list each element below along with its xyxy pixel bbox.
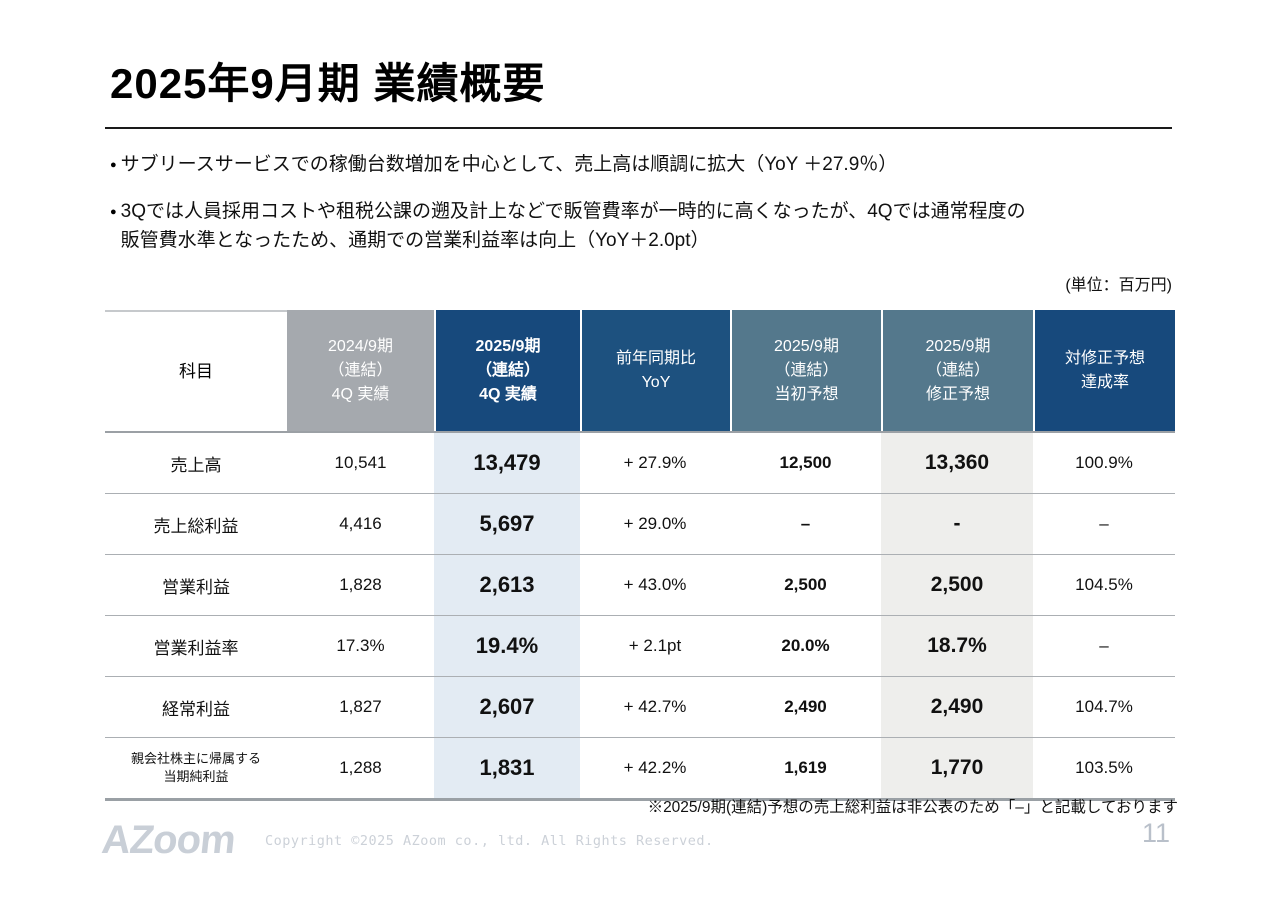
- cell-fy2025: 19.4%: [434, 616, 580, 676]
- cell-fy2025: 2,607: [434, 677, 580, 737]
- table-row-operating-profit: 営業利益 1,828 2,613 + 43.0% 2,500 2,500 104…: [105, 555, 1175, 616]
- table-row-ordinary-profit: 経常利益 1,827 2,607 + 42.7% 2,490 2,490 104…: [105, 677, 1175, 738]
- table-footnote: ※2025/9期(連結)予想の売上総利益は非公表のため「–」と記載しております: [647, 799, 1178, 816]
- cell-revised-forecast: 1,770: [881, 738, 1033, 798]
- title-underline: [105, 127, 1172, 129]
- performance-table: 科目 2024/9期 （連結） 4Q 実績 2025/9期 （連結） 4Q 実績…: [105, 310, 1175, 801]
- page-title: 2025年9月期 業績概要: [110, 60, 546, 107]
- cell-revised-forecast: 13,360: [881, 433, 1033, 493]
- cell-yoy: + 43.0%: [623, 575, 687, 594]
- cell-yoy: + 29.0%: [623, 514, 687, 533]
- cell-fy2025: 1,831: [434, 738, 580, 798]
- header-revised-forecast: 2025/9期 （連結） 修正予想: [881, 310, 1033, 431]
- table-row-net-income: 親会社株主に帰属する 当期純利益 1,288 1,831 + 42.2% 1,6…: [105, 738, 1175, 801]
- row-label: 売上総利益: [153, 516, 239, 536]
- cell-initial-forecast: 2,500: [784, 575, 827, 594]
- bullet-text: サブリースサービスでの稼働台数増加を中心として、売上高は順調に拡大（YoY ＋2…: [120, 154, 898, 175]
- cell-yoy: + 2.1pt: [628, 636, 682, 655]
- cell-initial-forecast: 12,500: [779, 453, 832, 472]
- header-subject: 科目: [105, 310, 287, 431]
- row-label: 売上高: [170, 455, 222, 475]
- cell-achievement: 104.5%: [1075, 575, 1133, 594]
- cell-achievement: 103.5%: [1075, 758, 1133, 777]
- copyright-text: Copyright ©2025 AZoom co., ltd. All Righ…: [265, 833, 714, 849]
- cell-fy2025: 5,697: [434, 494, 580, 554]
- bullet-item: ● サブリースサービスでの稼働台数増加を中心として、売上高は順調に拡大（YoY …: [110, 150, 1180, 180]
- cell-fy2025: 13,479: [434, 433, 580, 493]
- header-initial-forecast: 2025/9期 （連結） 当初予想: [730, 310, 881, 431]
- row-label: 経常利益: [162, 699, 230, 719]
- cell-achievement: 104.7%: [1075, 697, 1133, 716]
- azoom-logo: AZoom: [99, 818, 238, 862]
- row-label: 営業利益率: [153, 638, 239, 658]
- cell-yoy: + 27.9%: [623, 453, 687, 472]
- bullet-icon: ●: [110, 159, 117, 171]
- bullet-item: ● 3Qでは人員採用コストや租税公課の遡及計上などで販管費率が一時的に高くなった…: [110, 197, 1180, 256]
- table-header-row: 科目 2024/9期 （連結） 4Q 実績 2025/9期 （連結） 4Q 実績…: [105, 310, 1175, 433]
- table-row-operating-margin: 営業利益率 17.3% 19.4% + 2.1pt 20.0% 18.7% –: [105, 616, 1175, 677]
- cell-achievement: 100.9%: [1075, 453, 1133, 472]
- cell-achievement: –: [1099, 514, 1109, 533]
- cell-revised-forecast: 2,500: [881, 555, 1033, 615]
- table-row-net-sales: 売上高 10,541 13,479 + 27.9% 12,500 13,360 …: [105, 433, 1175, 494]
- header-achievement-rate: 対修正予想 達成率: [1033, 310, 1175, 431]
- header-yoy: 前年同期比 YoY: [580, 310, 730, 431]
- cell-achievement: –: [1099, 636, 1109, 655]
- cell-initial-forecast: 20.0%: [781, 636, 830, 655]
- header-fy2025-actual: 2025/9期 （連結） 4Q 実績: [434, 310, 580, 431]
- cell-initial-forecast: –: [800, 514, 811, 533]
- cell-yoy: + 42.7%: [623, 697, 687, 716]
- cell-initial-forecast: 2,490: [784, 697, 827, 716]
- unit-note: (単位：百万円): [1065, 277, 1172, 294]
- row-label: 営業利益: [162, 577, 230, 597]
- bullet-icon: ●: [110, 206, 117, 218]
- cell-fy2024: 1,827: [339, 697, 382, 716]
- page-number: 11: [1141, 818, 1170, 848]
- table-row-gross-profit: 売上総利益 4,416 5,697 + 29.0% – - –: [105, 494, 1175, 555]
- row-label: 親会社株主に帰属する 当期純利益: [130, 751, 261, 784]
- bullet-text: 3Qでは人員採用コストや租税公課の遡及計上などで販管費率が一時的に高くなったが、…: [120, 201, 1026, 252]
- cell-initial-forecast: 1,619: [784, 758, 827, 777]
- cell-yoy: + 42.2%: [623, 758, 687, 777]
- summary-bullets: ● サブリースサービスでの稼働台数増加を中心として、売上高は順調に拡大（YoY …: [110, 150, 1180, 273]
- cell-fy2024: 1,288: [339, 758, 382, 777]
- header-fy2024-actual: 2024/9期 （連結） 4Q 実績: [287, 310, 434, 431]
- cell-fy2024: 4,416: [339, 514, 382, 533]
- cell-fy2024: 1,828: [339, 575, 382, 594]
- cell-revised-forecast: 2,490: [881, 677, 1033, 737]
- cell-fy2024: 10,541: [334, 453, 387, 472]
- cell-fy2025: 2,613: [434, 555, 580, 615]
- cell-fy2024: 17.3%: [336, 636, 385, 655]
- cell-revised-forecast: -: [881, 494, 1033, 554]
- cell-revised-forecast: 18.7%: [881, 616, 1033, 676]
